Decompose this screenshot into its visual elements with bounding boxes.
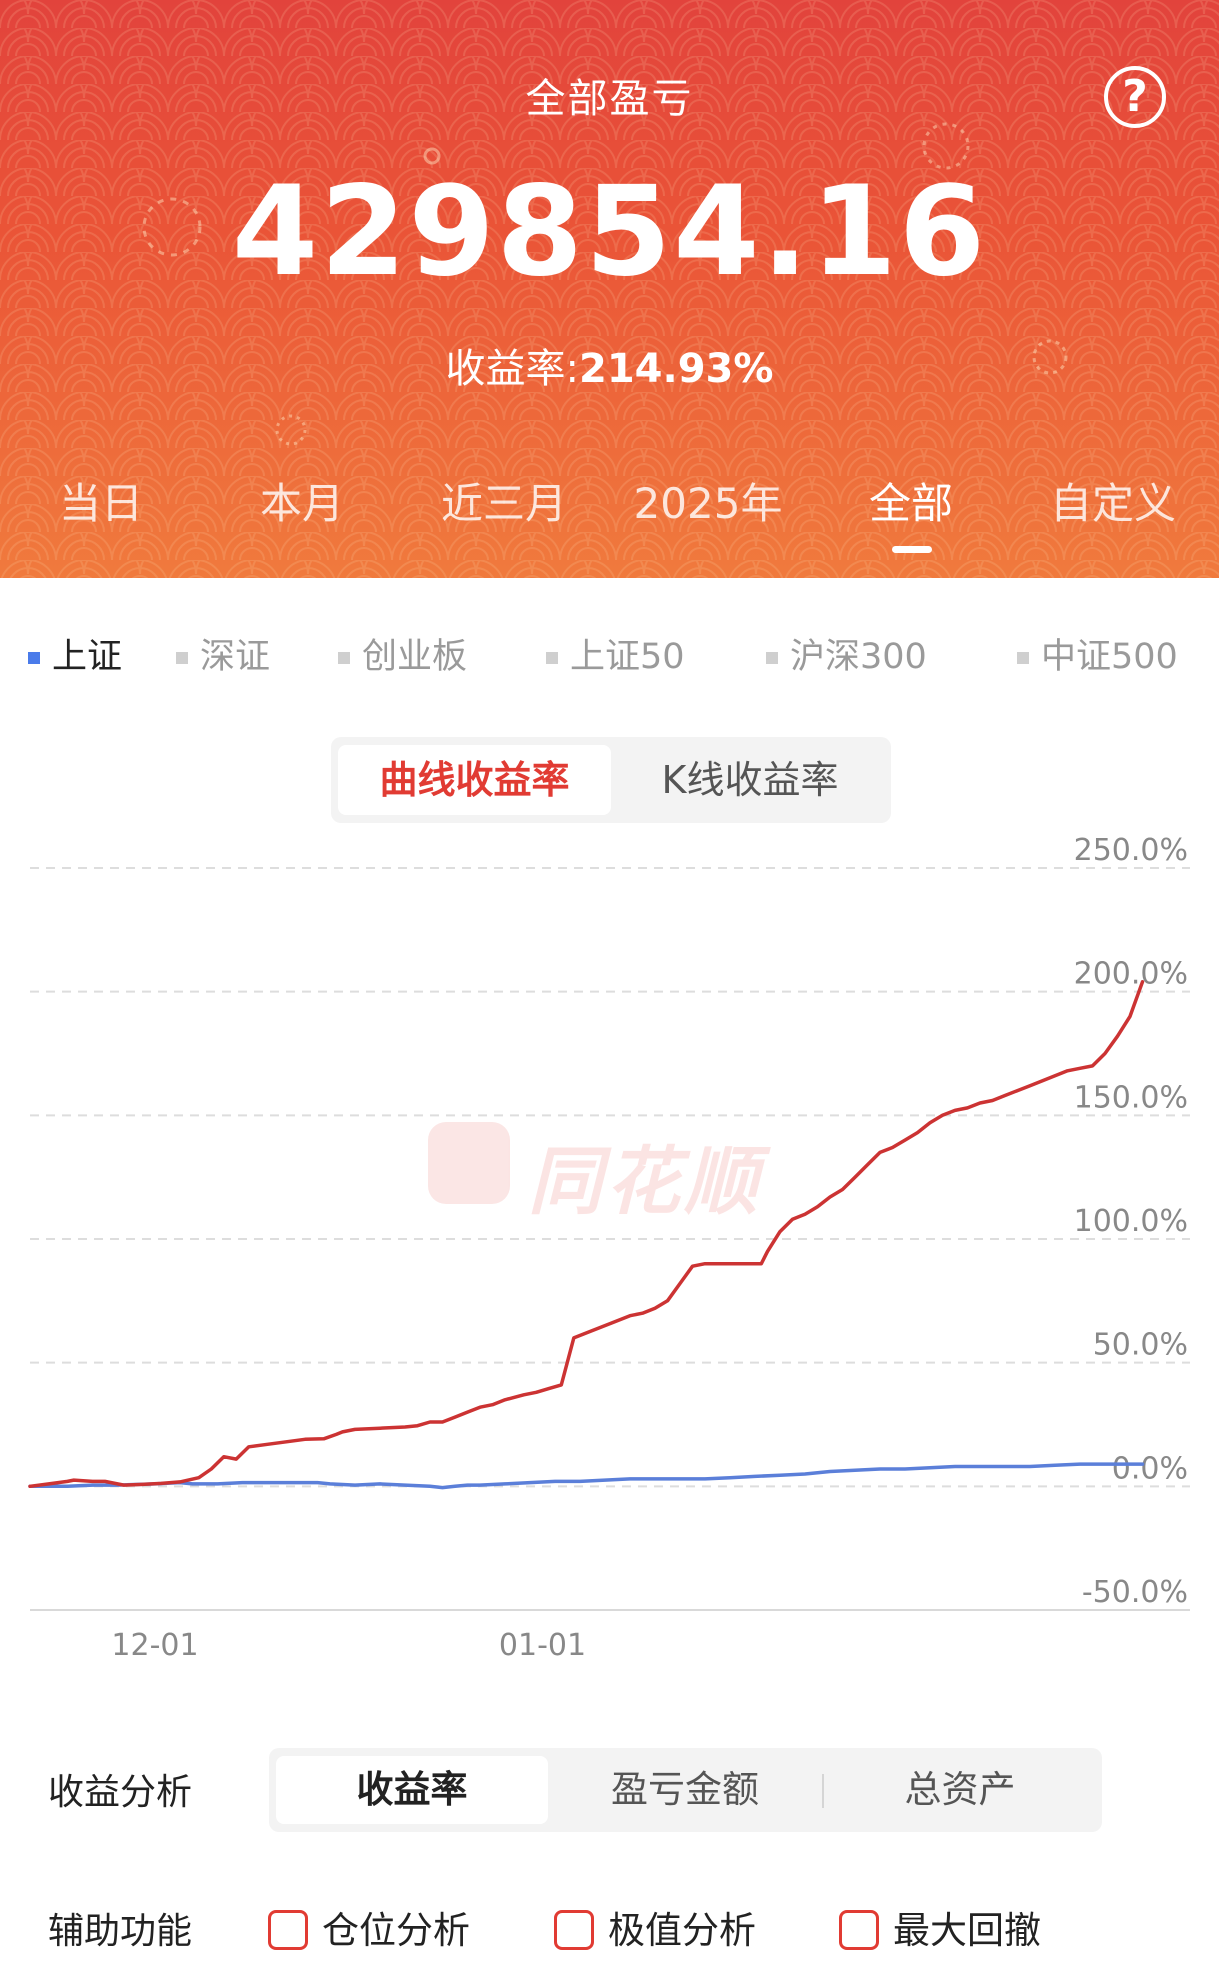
legend-marker	[546, 652, 558, 664]
firework-icon	[142, 122, 1068, 446]
question-circle-icon[interactable]: ?	[1104, 66, 1166, 128]
toggle-curve-return[interactable]: 曲线收益率	[338, 745, 611, 815]
legend-index-shanghai[interactable]: 上证	[28, 628, 122, 679]
header-pattern	[0, 0, 1219, 578]
legend-marker	[338, 652, 350, 664]
legend-label: 上证50	[570, 637, 685, 677]
return-chart: 250.0% 200.0% 150.0% 100.0% 50.0% 0.0% -50.0% 1…	[28, 833, 1190, 1663]
checkbox-icon[interactable]	[839, 1909, 879, 1950]
x-tick-label: 12-01	[111, 1628, 198, 1663]
legend-marker	[766, 652, 778, 664]
legend-marker	[176, 652, 188, 664]
checkbox-icon[interactable]	[268, 1909, 308, 1950]
return-rate-label: 收益率:	[445, 346, 580, 392]
legend-label: 创业板	[362, 637, 468, 677]
y-tick-label: -50.0%	[1082, 1575, 1188, 1610]
y-tick-label: 150.0%	[1074, 1080, 1188, 1115]
page-title: 全部盈亏	[525, 76, 694, 122]
legend-label: 上证	[52, 637, 123, 677]
tab-custom[interactable]: 自定义	[1049, 479, 1177, 528]
checkbox-position-analysis[interactable]: 仓位分析	[268, 1900, 470, 1952]
watermark-text: 同花顺	[528, 1139, 762, 1225]
checkbox-extremum-analysis[interactable]: 极值分析	[554, 1900, 756, 1952]
period-tabs: 当日 本月 近三月 2025年 全部 自定义	[0, 470, 1219, 540]
legend-index-shenzhen[interactable]: 深证	[176, 628, 270, 679]
checkbox-icon[interactable]	[554, 1909, 594, 1950]
legend-index-csi500[interactable]: 中证500	[1017, 628, 1178, 679]
header-banner: 全部盈亏 ? 429854.16 收益率:214.93% 当日 本月 近三月 2…	[0, 0, 1219, 578]
y-tick-label: 250.0%	[1074, 833, 1188, 868]
return-rate: 收益率:214.93%	[0, 336, 1219, 394]
legend-label: 深证	[200, 637, 271, 677]
chart-type-toggle: 曲线收益率 K线收益率	[331, 737, 891, 823]
legend-index-chinext[interactable]: 创业板	[338, 628, 467, 679]
tab-three-months[interactable]: 近三月	[440, 479, 568, 528]
toggle-kline-return[interactable]: K线收益率	[661, 758, 839, 802]
x-tick-label: 01-01	[499, 1628, 586, 1663]
watermark: 同花顺	[428, 1122, 798, 1225]
y-tick-label: 50.0%	[1093, 1328, 1188, 1363]
divider	[822, 1774, 824, 1808]
checkbox-max-drawdown[interactable]: 最大回撤	[839, 1900, 1041, 1952]
metric-toggle: 收益率 盈亏金额 总资产	[269, 1748, 1102, 1832]
y-tick-label: 200.0%	[1074, 957, 1188, 992]
return-rate-value: 214.93%	[579, 346, 774, 392]
legend-label: 沪深300	[790, 637, 927, 677]
legend-index-csi300[interactable]: 沪深300	[766, 628, 927, 679]
analysis-label: 收益分析	[48, 1772, 193, 1813]
active-tab-indicator	[892, 546, 932, 553]
tab-year-2025[interactable]: 2025年	[633, 479, 783, 528]
total-profit-amount: 429854.16	[231, 160, 988, 304]
tab-today[interactable]: 当日	[58, 479, 144, 528]
watermark-logo-icon	[428, 1122, 510, 1204]
y-tick-label: 0.0%	[1112, 1451, 1188, 1486]
series-line-portfolio	[28, 980, 1145, 1489]
y-tick-label: 100.0%	[1074, 1204, 1188, 1239]
index-legend: 上证 深证 创业板 上证50 沪深300 中证500	[0, 628, 1219, 678]
metric-profit-amount[interactable]: 盈亏金额	[611, 1768, 759, 1811]
metric-return-rate[interactable]: 收益率	[276, 1756, 548, 1824]
legend-marker	[1017, 652, 1029, 664]
checkbox-label: 极值分析	[608, 1909, 756, 1952]
tab-this-month[interactable]: 本月	[259, 479, 345, 528]
checkbox-label: 最大回撤	[893, 1909, 1041, 1952]
metric-total-assets[interactable]: 总资产	[904, 1768, 1016, 1811]
legend-label: 中证500	[1041, 637, 1178, 677]
tab-all[interactable]: 全部	[868, 479, 954, 528]
series-line-index	[28, 1462, 1145, 1490]
legend-marker	[28, 652, 40, 664]
legend-index-sse50[interactable]: 上证50	[546, 628, 685, 679]
aux-label: 辅助功能	[48, 1911, 193, 1952]
checkbox-label: 仓位分析	[322, 1909, 470, 1952]
